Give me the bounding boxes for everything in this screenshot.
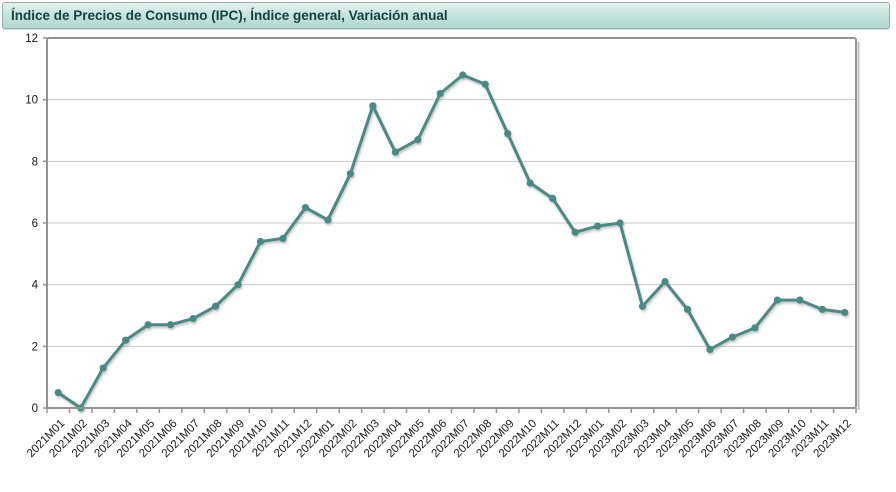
chart-title-bar: Índice de Precios de Consumo (IPC), Índi…	[2, 2, 890, 29]
data-point	[661, 277, 669, 286]
data-point	[706, 345, 714, 354]
data-point	[593, 222, 602, 230]
data-point	[526, 179, 534, 187]
data-point	[459, 71, 467, 79]
data-point	[122, 336, 130, 344]
data-point	[54, 388, 62, 397]
data-point	[549, 194, 557, 202]
y-axis-label: 6	[32, 218, 38, 230]
data-point	[683, 305, 692, 313]
data-point	[391, 148, 399, 156]
data-point	[571, 228, 579, 236]
data-point	[728, 333, 737, 341]
data-point	[234, 281, 242, 289]
data-point	[301, 203, 310, 212]
plot-frame	[46, 37, 857, 409]
series-line	[56, 73, 847, 410]
data-point	[346, 170, 354, 178]
y-axis-label: 0	[32, 403, 38, 415]
data-point	[144, 321, 152, 329]
data-point	[616, 219, 624, 227]
y-axis-label: 8	[32, 156, 38, 168]
data-point	[796, 296, 804, 304]
data-point	[279, 234, 287, 243]
data-series	[54, 71, 849, 412]
y-axis-label: 2	[32, 341, 38, 353]
data-point	[166, 321, 175, 329]
data-point	[481, 80, 489, 88]
data-point	[414, 136, 422, 144]
y-axis-label: 12	[25, 33, 38, 45]
data-point	[189, 314, 197, 323]
data-point	[751, 324, 759, 332]
data-point	[818, 305, 826, 313]
chart-title: Índice de Precios de Consumo (IPC), Índi…	[11, 8, 448, 23]
data-point	[436, 89, 444, 98]
data-point	[504, 129, 512, 138]
y-axis-label: 10	[25, 95, 38, 107]
data-point	[324, 216, 332, 224]
data-point	[841, 308, 849, 317]
data-point	[256, 237, 265, 246]
data-point	[211, 302, 220, 310]
y-axis-label: 4	[32, 280, 39, 292]
data-point	[369, 102, 377, 110]
data-point	[638, 302, 647, 310]
data-point	[99, 364, 107, 372]
data-point	[773, 296, 781, 304]
